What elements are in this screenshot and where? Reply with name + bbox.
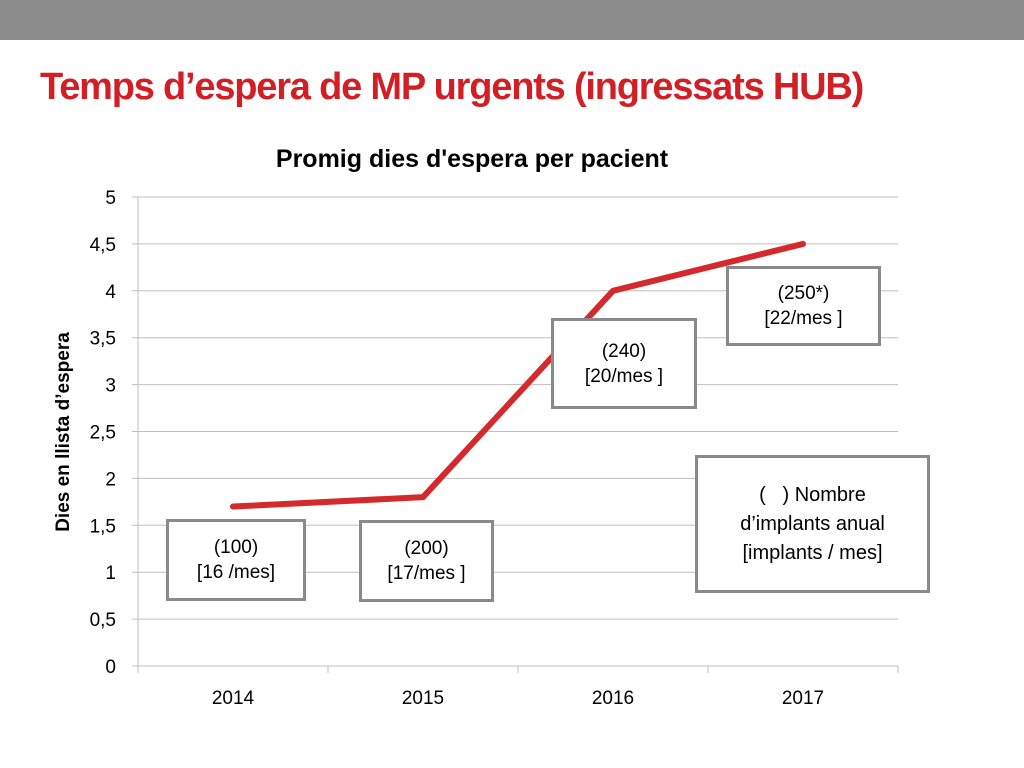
annotation-2016: (240) [20/mes ] [551,318,697,409]
annotation-2017-count: (250*) [777,283,830,304]
legend-note: ( ) Nombre d’implants anual [implants / … [695,455,930,593]
x-tick-label: 2015 [402,688,444,709]
top-banner [0,0,1024,40]
y-tick-label: 3,5 [90,329,116,350]
annotation-2017: (250*) [22/mes ] [726,266,881,346]
y-tick-label: 1,5 [90,516,116,537]
y-tick-label: 5 [105,188,116,209]
series-layer [230,240,806,510]
y-tick-label: 2,5 [90,423,116,444]
annotation-2015: (200) [17/mes ] [359,520,494,602]
y-tick-label: 0 [105,657,116,678]
annotation-2014-count: (100) [213,537,259,558]
series-line [230,240,806,510]
y-axis-label: Dies en llista d’espera [53,332,74,532]
chart-title: Promig dies d'espera per pacient [276,145,669,173]
y-axis-ticks: 0 0,5 1 1,5 2 2,5 3 3,5 4 4,5 5 [90,188,117,678]
annotation-2014-rate: [16 /mes] [196,562,276,583]
y-tick-label: 2 [105,469,116,490]
legend-note-line2: d’implants anual [740,512,885,535]
y-tick-label: 4,5 [90,235,116,256]
annotation-2015-count: (200) [404,538,449,559]
x-tick-label: 2014 [212,688,255,709]
annotation-2014: (100) [16 /mes] [166,519,306,601]
y-tick-label: 4 [105,282,116,303]
x-axis-ticks: 2014 2015 2016 2017 [137,666,899,709]
y-tick-label: 1 [105,563,116,584]
x-tick-label: 2017 [782,688,824,709]
annotation-2015-rate: [17/mes ] [387,563,466,584]
x-tick-label: 2016 [592,688,634,709]
annotation-2016-rate: [20/mes ] [584,365,664,387]
y-tick-label: 0,5 [90,610,116,631]
slide-title: Temps d’espera de MP urgents (ingressats… [40,66,864,108]
annotation-2017-rate: [22/mes ] [764,308,843,329]
annotation-2016-count: (240) [601,340,647,362]
y-tick-label: 3 [105,376,116,397]
legend-note-line1: ( ) Nombre [759,483,866,506]
legend-note-line3: [implants / mes] [742,541,883,564]
